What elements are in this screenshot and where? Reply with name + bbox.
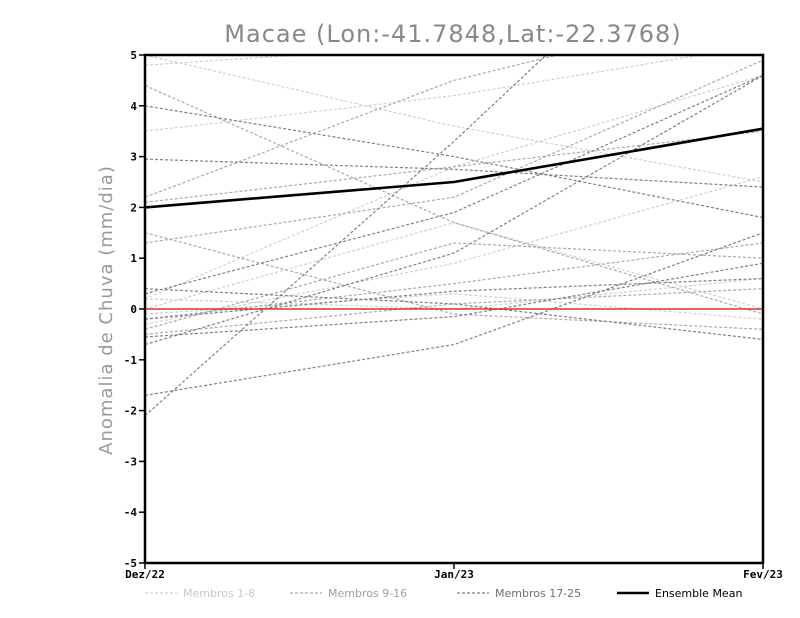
y-tick-label: 1 [130, 252, 137, 265]
legend-label-2: Membros 9-16 [328, 587, 407, 600]
member-series-line-24 [145, 277, 763, 320]
y-tick-label: 4 [130, 100, 137, 113]
member-series-line-16 [145, 242, 763, 330]
y-tick-label: 0 [130, 303, 137, 316]
x-tick-label: Fev/23 [743, 568, 783, 581]
y-axis-label: Anomalia de Chuva (mm/dia) [96, 165, 117, 455]
member-series-line-25 [145, 288, 763, 341]
x-tick-label: Jan/23 [434, 568, 474, 581]
legend-label-4: Ensemble Mean [655, 587, 742, 600]
y-tick-label: -3 [124, 455, 137, 468]
member-series-line-11 [145, 55, 560, 198]
series-group [145, 55, 763, 417]
member-series-line-15 [145, 130, 763, 203]
member-series-line-22 [145, 74, 763, 295]
member-series-line-17 [145, 55, 548, 417]
y-tick-label: 2 [130, 201, 137, 214]
chart-title: Macae (Lon:-41.7848,Lat:-22.3768) [224, 20, 681, 48]
y-tick-label: 3 [130, 151, 137, 164]
legend-label-1: Membros 1-8 [183, 587, 255, 600]
legend: Membros 1-8 Membros 9-16 Membros 17-25 Ense… [145, 587, 742, 600]
y-tick-label: -1 [124, 354, 138, 367]
y-tick-label: -5 [124, 557, 137, 570]
member-series-line-7 [145, 277, 763, 310]
member-series-line-21 [145, 232, 763, 396]
plot-area: -5 -4 -3 -2 -1 0 1 2 3 4 5 Dez/22 Jan/23 Fev/23 [124, 49, 783, 581]
member-series-line-18 [145, 74, 763, 346]
member-series-line-12 [145, 242, 763, 320]
y-tick-label: -4 [124, 506, 138, 519]
member-series-line-10 [145, 59, 763, 244]
member-series-line-19 [145, 158, 763, 188]
member-series-line-5 [145, 55, 763, 183]
member-series-line-23 [145, 262, 763, 338]
x-tick-label: Dez/22 [125, 568, 165, 581]
member-series-line-8 [145, 293, 763, 320]
member-series-line-9 [145, 84, 763, 315]
member-series-line-13 [145, 232, 763, 330]
y-tick-label: 5 [130, 49, 137, 62]
member-series-line-14 [145, 288, 763, 335]
ensemble-mean-line [145, 127, 763, 209]
y-tick-label: -2 [124, 405, 137, 418]
member-series-line-3 [145, 74, 763, 300]
member-series-line-2 [145, 55, 705, 132]
member-series-line-4 [145, 222, 763, 310]
legend-label-3: Membros 17-25 [495, 587, 581, 600]
